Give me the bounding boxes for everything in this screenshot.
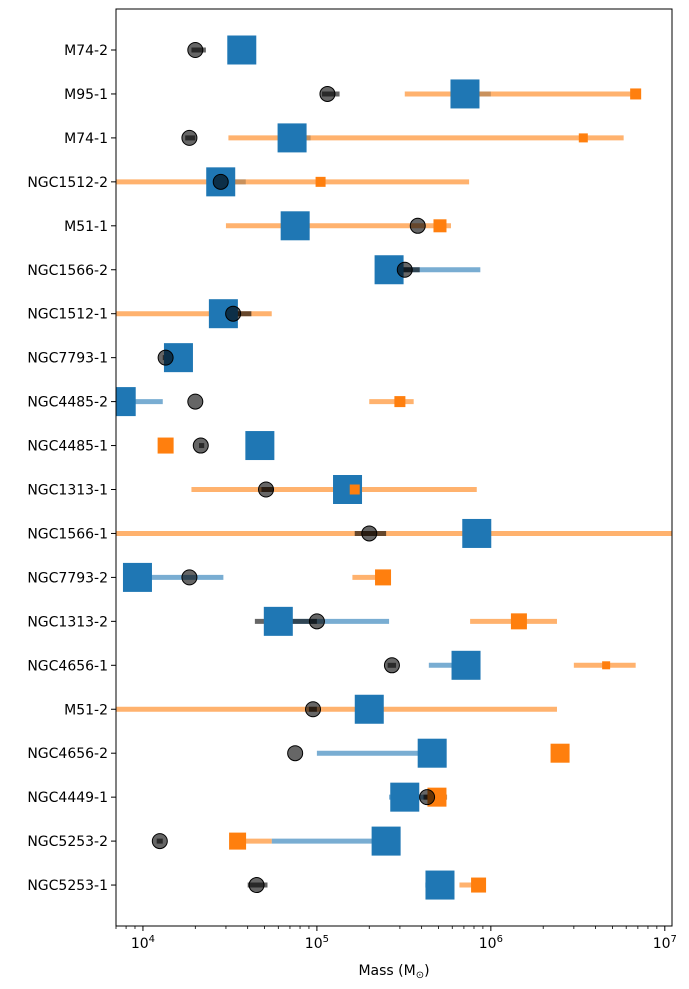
point-square-small-square-NGC4485-2 <box>394 396 406 408</box>
y-tick-label-NGC5253-1: NGC5253-1 <box>27 878 108 894</box>
point-circle-NGC4485-1 <box>192 437 209 454</box>
y-tick-label-NGC4449-1: NGC4449-1 <box>27 790 108 806</box>
point-square-small-square-NGC4656-1 <box>602 661 611 670</box>
y-tick-label-NGC4485-2: NGC4485-2 <box>27 395 108 411</box>
point-square-small-square-NGC4485-1 <box>157 437 174 454</box>
point-circle-NGC1313-1 <box>258 481 275 498</box>
y-tick-label-NGC1313-1: NGC1313-1 <box>27 483 108 499</box>
point-circle-NGC4449-1 <box>419 789 436 806</box>
data-markers <box>116 35 642 900</box>
point-square-small-square-NGC5253-2 <box>229 832 247 850</box>
y-tick-label-NGC4485-1: NGC4485-1 <box>27 439 108 455</box>
y-tick-label-NGC7793-1: NGC7793-1 <box>27 351 108 367</box>
y-tick-label-M51-2: M51-2 <box>64 702 108 718</box>
point-circle-NGC4485-2 <box>187 393 204 410</box>
point-square-large-square-NGC7793-2 <box>122 562 152 592</box>
y-tick-label-M95-1: M95-1 <box>64 87 108 103</box>
point-square-large-square-NGC4656-1 <box>451 650 481 680</box>
point-square-large-square-M74-1 <box>277 123 307 153</box>
y-tick-label-NGC7793-2: NGC7793-2 <box>27 570 108 586</box>
x-tick-label-6: 106 <box>479 934 503 952</box>
y-tick-label-M74-1: M74-1 <box>64 131 108 147</box>
point-circle-NGC5253-2 <box>151 833 168 850</box>
x-tick-label-5: 105 <box>305 934 329 952</box>
plot-area <box>116 9 672 926</box>
point-square-large-square-NGC4485-1 <box>245 431 275 461</box>
point-square-small-square-NGC1313-2 <box>510 613 527 630</box>
plot-background <box>116 9 672 926</box>
y-tick-label-NGC1512-1: NGC1512-1 <box>27 307 108 323</box>
x-axis-title: Mass (M⊙) <box>358 963 429 981</box>
point-square-large-square-M95-1 <box>450 79 480 109</box>
axes-frame <box>115 8 673 927</box>
point-circle-NGC1566-1 <box>361 525 378 542</box>
point-square-small-square-NGC1313-1 <box>349 484 360 495</box>
point-circle-NGC5253-1 <box>248 877 265 894</box>
point-square-small-square-M51-1 <box>433 219 447 233</box>
axes: M74-2 M95-1 M74-1 NGC1512-2 M51-1 NGC1566-2 NG… <box>27 8 677 952</box>
point-circle-NGC7793-2 <box>181 569 198 586</box>
point-square-large-square-NGC5253-2 <box>371 826 401 856</box>
y-tick-label-M51-1: M51-1 <box>64 219 108 235</box>
point-circle-NGC4656-2 <box>287 745 304 762</box>
point-square-large-square-NGC4449-1 <box>390 782 420 812</box>
point-circle-M74-1 <box>181 129 198 146</box>
y-tick-label-NGC5253-2: NGC5253-2 <box>27 834 108 850</box>
x-tick-label-7: 107 <box>653 934 677 952</box>
point-square-large-square-M74-2 <box>227 35 257 65</box>
point-circle-M95-1 <box>319 85 336 102</box>
y-tick-label-NGC1566-2: NGC1566-2 <box>27 263 108 279</box>
y-tick-label-NGC1313-2: NGC1313-2 <box>27 614 108 630</box>
point-square-small-square-M95-1 <box>630 88 642 100</box>
point-square-small-square-M74-1 <box>578 133 588 143</box>
y-tick-label-NGC4656-1: NGC4656-1 <box>27 658 108 674</box>
point-square-large-square-NGC4656-2 <box>417 738 447 768</box>
x-tick-label-4: 104 <box>131 934 155 952</box>
point-square-large-square-NGC1313-2 <box>263 606 293 636</box>
point-square-large-square-NGC4485-2 <box>116 387 136 417</box>
point-circle-NGC1512-2 <box>212 173 229 190</box>
point-square-small-square-NGC1512-2 <box>315 176 326 187</box>
y-tick-label-NGC4656-2: NGC4656-2 <box>27 746 108 762</box>
point-square-large-square-NGC5253-1 <box>425 870 455 900</box>
y-tick-label-NGC1512-2: NGC1512-2 <box>27 175 108 191</box>
point-square-large-square-M51-2 <box>354 694 384 724</box>
point-circle-NGC4656-1 <box>383 657 400 674</box>
point-square-small-square-NGC7793-2 <box>375 569 392 586</box>
point-circle-NGC1313-2 <box>308 613 325 630</box>
point-square-small-square-NGC4656-2 <box>550 743 570 763</box>
point-square-large-square-NGC1566-1 <box>462 518 492 548</box>
point-circle-NGC7793-1 <box>157 349 174 366</box>
point-circle-M74-2 <box>187 42 204 58</box>
y-tick-label-NGC1566-1: NGC1566-1 <box>27 526 108 542</box>
point-circle-NGC1566-2 <box>396 261 413 278</box>
point-circle-M51-1 <box>409 217 426 234</box>
point-circle-NGC1512-1 <box>225 305 242 322</box>
point-square-large-square-M51-1 <box>280 211 310 241</box>
point-square-small-square-NGC5253-1 <box>471 877 487 893</box>
y-tick-label-M74-2: M74-2 <box>64 43 108 59</box>
point-circle-M51-2 <box>305 701 322 718</box>
